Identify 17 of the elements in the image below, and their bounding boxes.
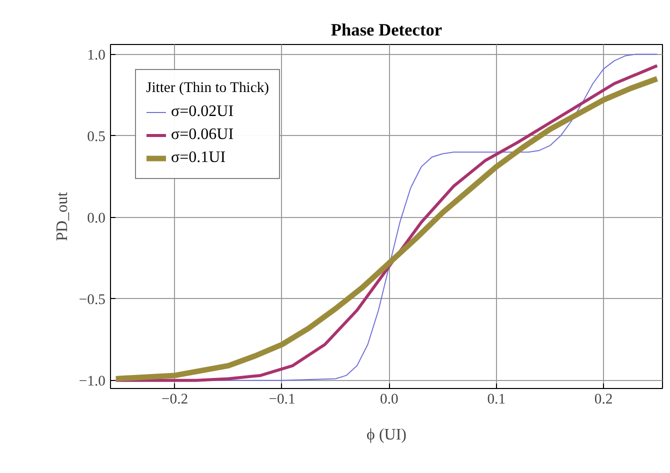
x-tick-label: 0.2 <box>594 392 613 408</box>
x-tick-label: 0.1 <box>487 392 506 408</box>
y-tick-label: −1.0 <box>78 373 106 390</box>
x-tick-label: −0.2 <box>162 392 188 408</box>
x-tick-label: 0.0 <box>380 392 398 408</box>
y-tick-label: 0.0 <box>87 210 106 226</box>
x-axis-title: ϕ (UI) <box>366 426 406 444</box>
y-tick-label: −0.5 <box>78 292 106 308</box>
legend-title: Jitter (Thin to Thick) <box>146 80 270 97</box>
y-axis-title: PD_out <box>54 191 71 241</box>
chart-title: Phase Detector <box>330 20 442 40</box>
y-tick-label: 0.5 <box>87 128 106 145</box>
legend-label: σ=0.02UI <box>171 103 234 121</box>
legend-label: σ=0.06UI <box>171 126 234 144</box>
x-tick-label: −0.1 <box>268 392 296 408</box>
y-tick-label: 1.0 <box>87 47 106 64</box>
legend-label: σ=0.1UI <box>171 149 226 167</box>
